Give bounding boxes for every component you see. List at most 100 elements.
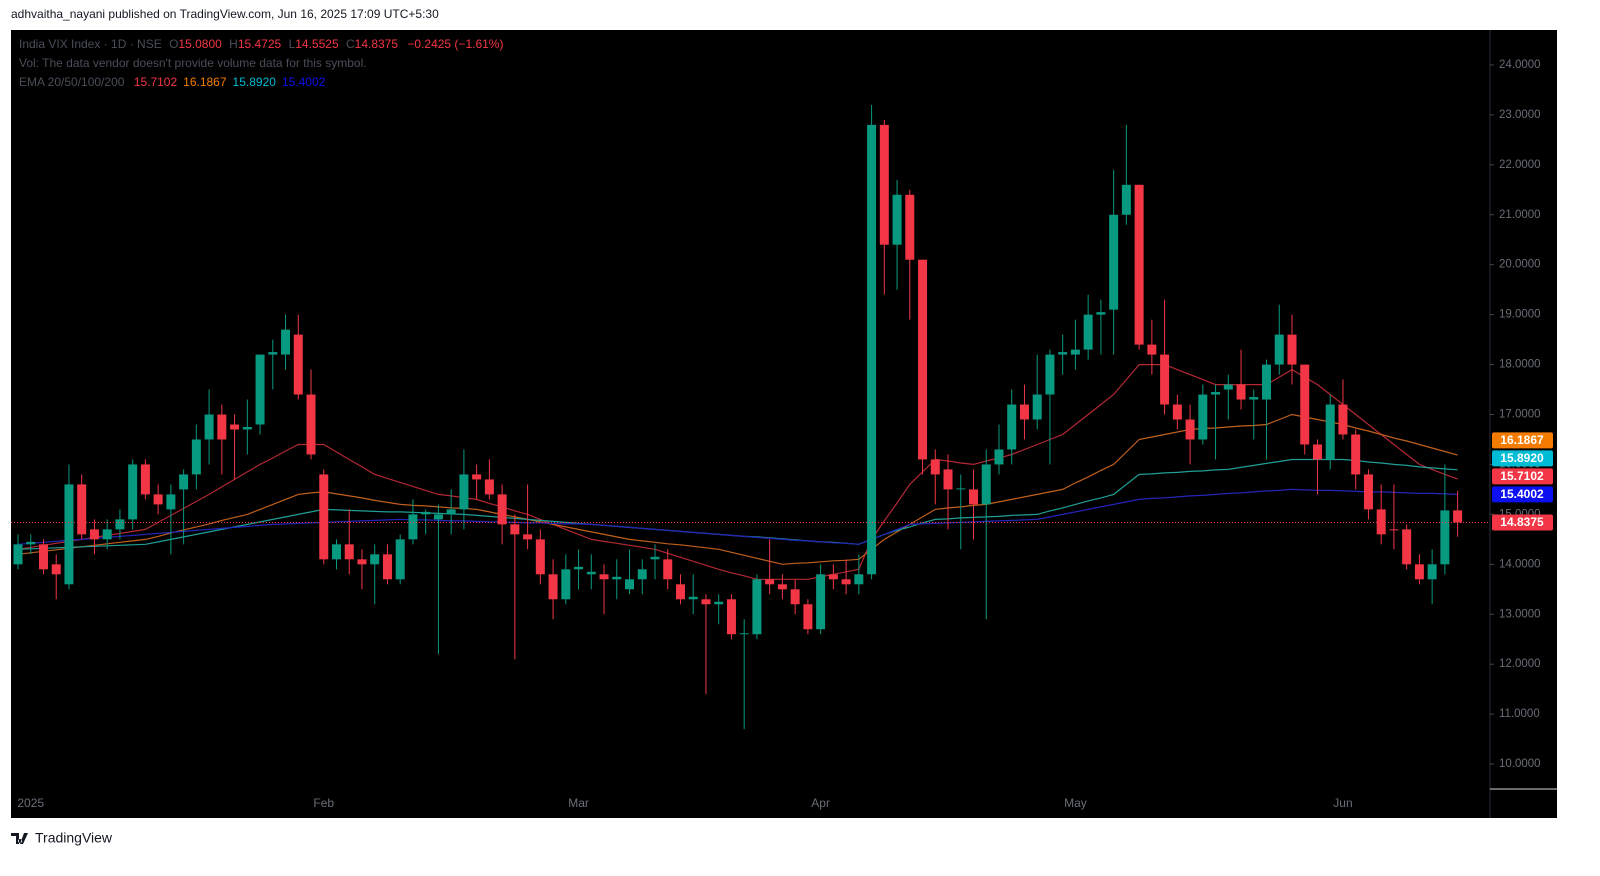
candle-body [217, 414, 227, 440]
legend-value: 14.8375 [355, 37, 399, 51]
candle-body [13, 544, 23, 565]
ema-value: 15.4002 [282, 75, 326, 89]
logo-mark [11, 833, 28, 844]
volume-note: Vol: The data vendor doesn't provide vol… [19, 56, 367, 70]
y-tick-label: 14.0000 [1499, 558, 1541, 570]
candle-body [523, 534, 533, 540]
candle-body [752, 579, 762, 635]
y-tick-label: 13.0000 [1499, 608, 1541, 620]
candle-body [459, 474, 469, 510]
candle-body [77, 484, 87, 535]
y-tick-label: 20.0000 [1499, 259, 1541, 271]
candle-body [854, 574, 864, 585]
candle-body [561, 569, 571, 600]
candle-body [1160, 354, 1170, 405]
x-tick-label: Apr [811, 796, 830, 810]
candle-body [816, 574, 826, 630]
price-label-box [1492, 514, 1553, 531]
candle-body [1121, 184, 1131, 215]
y-tick-label: 11.0000 [1499, 708, 1540, 720]
candle-body [828, 574, 838, 580]
candle-body [739, 633, 749, 635]
ema-line [17, 364, 1458, 580]
candle-body [433, 514, 443, 520]
candle-body [64, 484, 74, 585]
candle-body [892, 194, 902, 245]
candle-body [1236, 384, 1246, 400]
candle-body [319, 474, 329, 560]
candle-body [1376, 509, 1386, 535]
candle-body [382, 554, 392, 580]
candle-body [1172, 404, 1182, 420]
x-tick-label: Feb [313, 796, 334, 810]
legend-key: C [346, 37, 355, 51]
candle-body [89, 529, 99, 540]
legend-key: O [169, 37, 178, 51]
candle-body [1211, 392, 1221, 395]
candle-body [408, 514, 418, 540]
y-tick-label: 10.0000 [1499, 758, 1541, 770]
y-tick-label: 19.0000 [1499, 309, 1541, 321]
ema-line [17, 413, 1458, 565]
candle-body [1440, 510, 1450, 565]
candle-body [675, 584, 685, 600]
y-tick-label: 21.0000 [1499, 209, 1541, 221]
legend-value: 14.5525 [295, 37, 339, 51]
candle-body [395, 539, 405, 580]
candle-body [625, 579, 635, 590]
y-tick-label: 17.0000 [1499, 409, 1541, 421]
candle-body [867, 124, 877, 575]
plot-area: 10.000011.000012.000013.000014.000015.00… [11, 59, 1553, 810]
candle-body [268, 352, 278, 355]
ema-value: 15.7102 [134, 75, 178, 89]
candle-body [1300, 364, 1310, 445]
candle-body [1223, 384, 1233, 390]
x-tick-label: Mar [568, 796, 589, 810]
x-tick-label: May [1064, 796, 1087, 810]
candle-body [599, 574, 609, 580]
y-tick-label: 24.0000 [1499, 59, 1541, 71]
price-label-box [1492, 468, 1553, 485]
candle-body [981, 464, 991, 505]
candle-body [484, 479, 494, 495]
candle-body [1134, 184, 1144, 345]
legend-value: 15.4725 [238, 37, 282, 51]
candle-body [918, 259, 928, 460]
candle-body [930, 459, 940, 475]
candle-body [841, 579, 851, 585]
candle-body [701, 599, 711, 605]
candle-body [637, 569, 647, 580]
candle-body [803, 604, 813, 630]
price-label: 16.1867 [1500, 433, 1544, 447]
candle-body [943, 469, 953, 490]
candle-body [370, 554, 380, 565]
candle-body [994, 449, 1004, 465]
candle-body [1262, 364, 1272, 400]
candle-body [179, 474, 189, 490]
ema-line [17, 488, 1458, 545]
candle-body [1338, 404, 1348, 435]
ema-value: 15.8920 [233, 75, 277, 89]
candle-body [446, 509, 456, 515]
candle-body [1096, 312, 1106, 315]
y-tick-label: 22.0000 [1499, 159, 1541, 171]
candle-body [905, 194, 915, 260]
price-label-box [1492, 450, 1553, 467]
candle-body [281, 329, 291, 355]
legend-key: H [229, 37, 238, 51]
candle-body [191, 439, 201, 475]
chart-background [11, 30, 1557, 818]
candle-body [879, 124, 889, 245]
candle-body [204, 414, 214, 440]
x-tick-label: 2025 [17, 796, 44, 810]
candle-body [726, 599, 736, 635]
candle-body [1312, 444, 1322, 460]
price-label-box [1492, 486, 1553, 503]
candle-body [357, 559, 367, 565]
price-label: 15.8920 [1500, 451, 1544, 465]
candle-body [969, 489, 978, 505]
candle-body [663, 559, 673, 580]
legend-change: −0.2425 (−1.61%) [407, 37, 503, 51]
candle-body [956, 488, 966, 490]
